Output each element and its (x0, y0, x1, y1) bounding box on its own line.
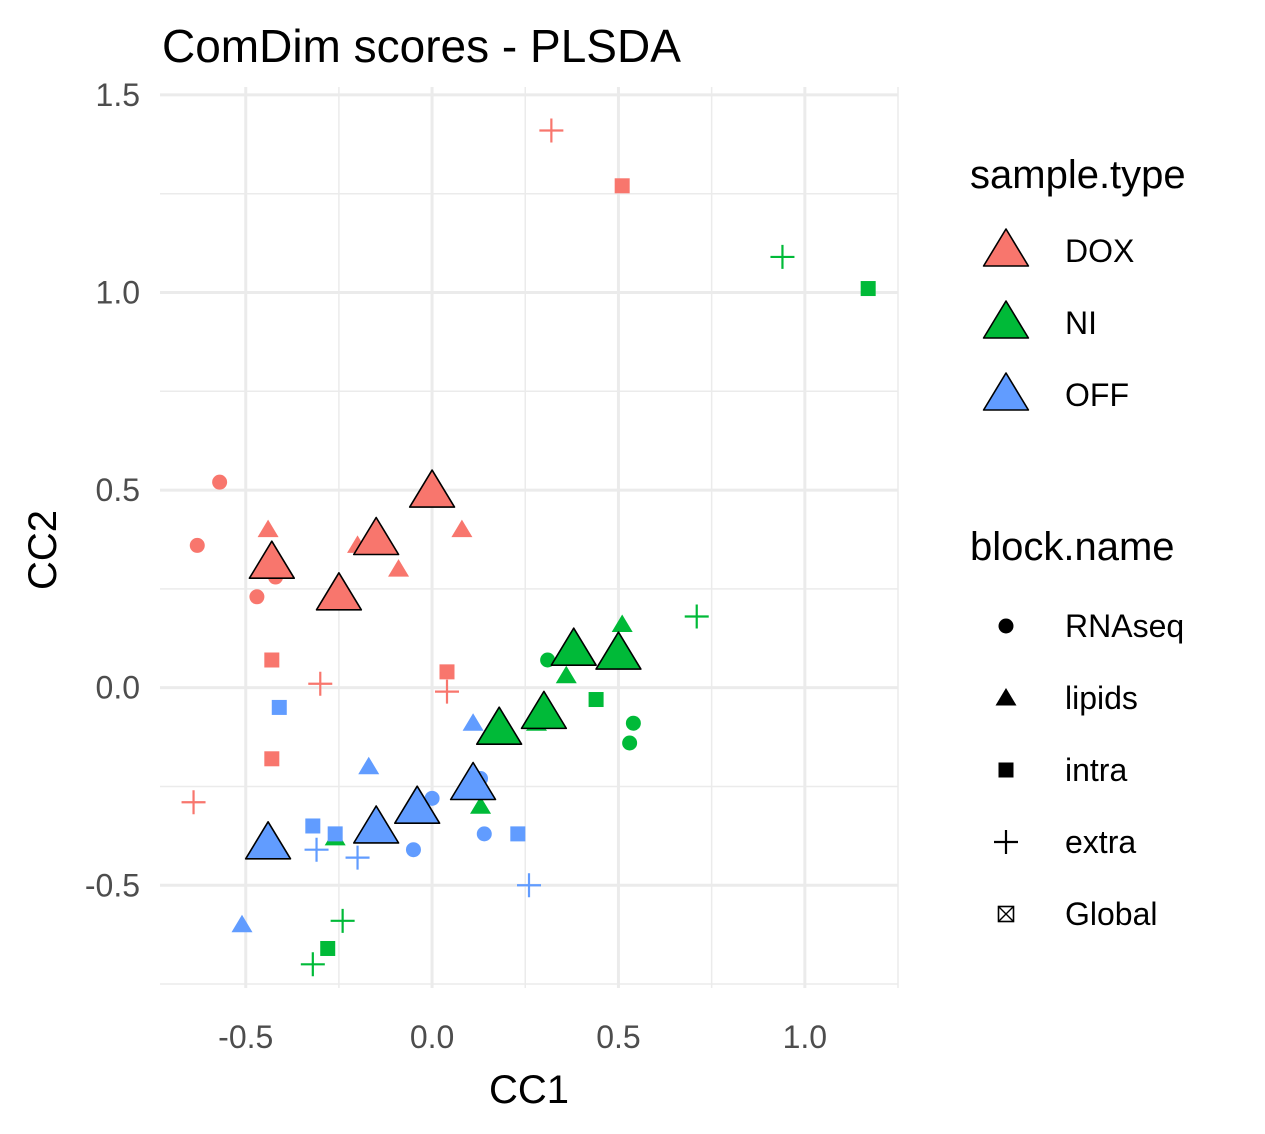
point-off-extra (304, 837, 329, 862)
point-off-global (244, 820, 292, 860)
legend-title-block-name: block.name (970, 525, 1175, 569)
legend-label-extra: extra (1065, 824, 1136, 860)
point-dox-rnaseq (189, 537, 205, 553)
point-off-lipids (358, 756, 380, 775)
point-off-extra (345, 845, 370, 870)
point-off-lipids (462, 713, 484, 731)
legend-key-off (982, 372, 1030, 411)
legend-label-global: Global (1065, 896, 1158, 932)
x-tick-label: -0.5 (218, 1019, 273, 1055)
y-axis-title: CC2 (21, 510, 65, 590)
legend-key-dox (982, 228, 1030, 267)
legend-key-lipids (995, 688, 1017, 706)
legend-label-rnaseq: RNAseq (1065, 608, 1184, 644)
point-off-intra (510, 826, 526, 842)
point-ni-intra (320, 940, 336, 956)
point-ni-intra (860, 281, 876, 297)
legend-title-sample-type: sample.type (970, 153, 1186, 197)
point-ni-lipids (470, 796, 492, 814)
point-dox-extra (181, 790, 206, 815)
point-dox-intra (614, 178, 630, 194)
point-off-intra (327, 826, 343, 842)
point-dox-extra (308, 671, 333, 696)
point-dox-lipids (257, 519, 279, 538)
point-ni-extra (330, 908, 355, 933)
point-ni-intra (588, 692, 604, 708)
x-tick-label: 0.0 (410, 1019, 454, 1055)
point-off-rnaseq (476, 826, 492, 842)
point-dox-rnaseq (212, 474, 228, 490)
y-tick-label: -0.5 (85, 867, 140, 903)
point-dox-intra (264, 652, 280, 668)
point-off-global (393, 785, 441, 825)
point-ni-extra (300, 952, 325, 977)
point-dox-rnaseq (249, 589, 265, 605)
x-axis-ticks: -0.5 0.0 0.5 1.0 (218, 1019, 827, 1055)
point-dox-extra (435, 679, 459, 704)
x-tick-label: 1.0 (783, 1019, 827, 1055)
legend-key-extra (994, 830, 1018, 854)
point-ni-extra (684, 604, 709, 629)
point-ni-global (520, 690, 568, 730)
legend-key-intra (998, 762, 1014, 778)
point-dox-intra (439, 664, 455, 680)
point-off-global (352, 805, 400, 844)
legend-label-ni: NI (1065, 305, 1097, 341)
legend-key-global (997, 905, 1015, 923)
legend-label-off: OFF (1065, 377, 1129, 413)
legend-label-intra: intra (1065, 752, 1127, 788)
point-ni-rnaseq (622, 735, 638, 751)
point-dox-extra (539, 118, 564, 143)
point-ni-global (595, 631, 642, 670)
point-off-rnaseq (424, 790, 440, 806)
point-dox-global (408, 469, 456, 508)
x-tick-label: 0.5 (596, 1019, 640, 1055)
y-axis-ticks: -0.5 0.0 0.5 1.0 1.5 (85, 77, 140, 903)
legend-key-ni (982, 300, 1030, 339)
legend-label-lipids: lipids (1065, 680, 1138, 716)
point-ni-extra (770, 244, 795, 269)
point-dox-global (248, 540, 296, 580)
point-off-global (449, 761, 497, 801)
point-dox-global (315, 572, 363, 611)
data-points (181, 118, 876, 977)
point-dox-lipids (451, 519, 473, 538)
chart-title: ComDim scores - PLSDA (162, 20, 681, 72)
point-off-rnaseq (405, 842, 421, 858)
y-tick-label: 1.0 (96, 274, 140, 310)
point-dox-intra (264, 751, 280, 767)
point-off-intra (305, 818, 321, 834)
point-ni-global (475, 706, 523, 745)
point-ni-lipids (611, 614, 633, 632)
y-tick-label: 0.0 (96, 670, 140, 706)
point-ni-lipids (555, 665, 577, 684)
point-dox-global (352, 516, 400, 556)
point-off-intra (271, 699, 287, 715)
point-off-lipids (231, 914, 253, 933)
legend-key-rnaseq (998, 618, 1014, 634)
point-dox-lipids (388, 559, 410, 577)
point-off-extra (517, 873, 541, 898)
y-tick-label: 0.5 (96, 472, 140, 508)
legend: sample.type DOX NI OFF block.name RNAseq lipid… (970, 153, 1186, 932)
x-axis-title: CC1 (489, 1068, 569, 1112)
y-tick-label: 1.5 (96, 77, 140, 113)
point-ni-rnaseq (625, 715, 641, 731)
legend-label-dox: DOX (1065, 233, 1134, 269)
point-ni-global (550, 627, 597, 666)
